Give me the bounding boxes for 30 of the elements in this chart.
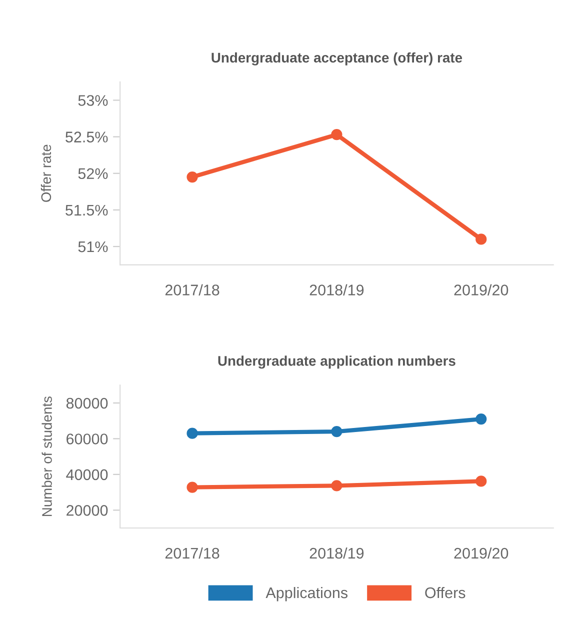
x-tick-label: 2017/18 xyxy=(165,547,220,559)
y-tick-label: 52% xyxy=(78,168,108,180)
x-tick-label: 2018/19 xyxy=(310,547,364,559)
point xyxy=(476,476,487,487)
point xyxy=(331,480,342,492)
x-tick-label: 2019/20 xyxy=(454,284,508,296)
point xyxy=(476,414,487,425)
y-tick-label: 20000 xyxy=(66,505,108,516)
point xyxy=(186,482,198,493)
point xyxy=(186,171,198,183)
point xyxy=(186,428,198,439)
y-tick-label: 51% xyxy=(78,241,108,252)
x-tick-label: 2019/20 xyxy=(454,547,508,559)
chart-title: Undergraduate acceptance (offer) rate xyxy=(212,52,462,66)
y-tick-label: 60000 xyxy=(66,434,108,444)
y-tick-label: 52.5% xyxy=(66,132,108,142)
x-tick-label: 2018/19 xyxy=(310,284,364,296)
y-tick-label: 51.5% xyxy=(66,204,108,216)
chart-title: Undergraduate application numbers xyxy=(218,356,456,369)
y-tick-label: 40000 xyxy=(66,469,108,480)
point xyxy=(476,234,487,245)
point xyxy=(331,426,342,438)
point xyxy=(331,129,342,140)
legend-label: Applications xyxy=(266,586,348,602)
y-axis-title: Number of students xyxy=(42,396,52,516)
y-tick-label: 53% xyxy=(78,95,108,106)
y-tick-label: 80000 xyxy=(66,398,108,409)
legend-label: Offers xyxy=(425,587,466,598)
x-tick-label: 2017/18 xyxy=(165,284,220,296)
y-axis-title: Offer rate xyxy=(40,144,52,202)
